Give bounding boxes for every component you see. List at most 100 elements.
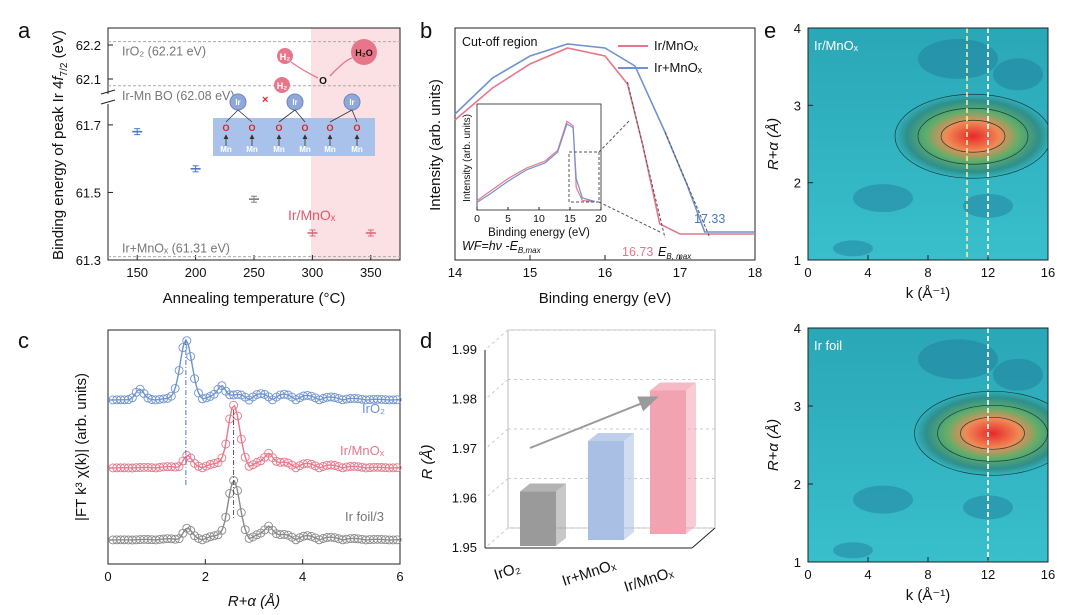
reaction-arrow [329, 57, 353, 77]
x-tick-label-b: 16 [598, 265, 612, 280]
x-tick-label-c: 2 [202, 569, 209, 584]
o-atom-label: O [248, 123, 255, 133]
axis-break-mark [100, 89, 116, 95]
gridline-d [484, 527, 509, 549]
data-marker [201, 393, 211, 403]
x-tick-label-a: 250 [243, 265, 265, 280]
y-axis-title-e: R+α (Å) [765, 118, 782, 170]
inset-x-tick-label: 20 [595, 213, 607, 225]
contour-blob [853, 485, 913, 514]
data-marker [217, 525, 227, 535]
zoom-line [598, 119, 631, 153]
zoom-line [598, 201, 661, 233]
bond-line [225, 109, 239, 123]
mn-atom-label: Mn [220, 145, 232, 154]
data-marker [388, 395, 398, 405]
data-marker [303, 458, 312, 468]
y-tick-label-e: 2 [794, 477, 801, 492]
x-tick-label-c: 0 [104, 569, 111, 584]
data-marker [221, 512, 231, 522]
data-marker [244, 461, 254, 471]
y-tick-label-d: 1.95 [452, 540, 477, 555]
x-tick-label-e: 12 [981, 265, 995, 280]
data-marker [233, 389, 242, 399]
data-marker [244, 533, 254, 543]
data-marker [279, 457, 289, 467]
bar: IrO₂ [492, 483, 566, 584]
series-1 [108, 400, 402, 473]
mn-atom-label: Mn [299, 145, 311, 154]
x-tick-label-c: 6 [396, 569, 403, 584]
trend-arrow [529, 396, 659, 449]
data-marker [240, 452, 250, 462]
mn-atom-label: Mn [273, 145, 285, 154]
cutoff-value-ir-plus-mnox: 17.33 [694, 212, 725, 226]
inset-x-title: Binding energy (eV) [488, 227, 590, 239]
inset-schematic: Ir Ir Ir O Mn O Mn O Mn O Mn O Mn O Mn H₂ H₂ H₂O O × [213, 39, 377, 156]
data-marker [197, 535, 207, 545]
mn-atom-label: Mn [246, 145, 258, 154]
y-tick-label-d: 1.98 [452, 392, 477, 407]
data-point [307, 229, 318, 237]
label-ir-mnox-c: Ir/MnOₓ [340, 443, 385, 458]
plot-frame-c [107, 329, 401, 565]
bond-line [351, 109, 358, 123]
gridline-d [484, 428, 509, 450]
h2-molecule-icon [274, 77, 290, 93]
x-axis-title-c: R+α (Å) [228, 593, 280, 610]
y-axis-title-b: Intensity (arb. units) [427, 79, 444, 211]
data-marker [252, 530, 262, 540]
y-axis-title-a: Binding energy of peak Ir 4f7/2 (eV) [50, 30, 70, 260]
bar-side [624, 433, 634, 540]
data-marker [159, 394, 168, 404]
mn-atom-label: Mn [324, 145, 336, 154]
x-tick-label-b: 15 [523, 265, 537, 280]
contour-blob [918, 38, 998, 79]
inset-x-tick-label: 15 [564, 213, 576, 225]
contour-line [894, 93, 1048, 179]
y-tick-label-a: 62.2 [76, 38, 101, 53]
data-marker [190, 374, 200, 384]
x-tick-label-e: 8 [924, 265, 931, 280]
x-tick-label-e: 0 [804, 567, 811, 582]
x-tick-label-e: 4 [864, 567, 871, 582]
series-line-0 [454, 47, 755, 235]
y-tick-label-e: 3 [794, 98, 801, 113]
tangent-line [627, 81, 666, 239]
bar-top [520, 483, 566, 492]
category-label: IrO₂ [492, 559, 523, 583]
panel-label-d: d [420, 328, 432, 353]
inset-frame-b [476, 103, 602, 211]
data-point [132, 128, 143, 136]
bond-line [278, 109, 296, 123]
gridline-d [484, 329, 509, 351]
bar-front [650, 390, 686, 534]
data-marker [306, 459, 316, 469]
ebmax-label: EB, max [658, 245, 692, 261]
x-tick-label-b: 14 [448, 265, 462, 280]
o-atom-label: O [222, 123, 229, 133]
fit-line [108, 404, 400, 469]
data-marker [279, 529, 289, 539]
ir-atom-label: Ir [349, 98, 354, 107]
axis-break-mark [100, 99, 116, 105]
y-tick-label-e: 1 [794, 555, 801, 570]
x-tick-label-e: 4 [864, 265, 871, 280]
y-axis-title-e: R+α (Å) [765, 419, 782, 471]
h2-label: H₂ [277, 81, 288, 91]
data-marker [221, 439, 231, 449]
x-axis-title-e: k (Å⁻¹) [906, 285, 951, 302]
bond-line [237, 109, 253, 123]
contour-line [960, 416, 1025, 450]
data-marker [236, 508, 246, 518]
contour-line [914, 390, 1048, 476]
x-tick-label-a: 300 [302, 265, 324, 280]
x-tick-label-a: 350 [360, 265, 382, 280]
data-marker [256, 389, 266, 399]
x-tick-label-e: 8 [924, 567, 931, 582]
bar-front [588, 441, 624, 540]
legend-b: Ir/MnOₓ Ir+MnOₓ [618, 38, 703, 75]
sample-label-ir-mnox: Ir/MnOₓ [288, 207, 336, 223]
data-marker [170, 534, 180, 544]
